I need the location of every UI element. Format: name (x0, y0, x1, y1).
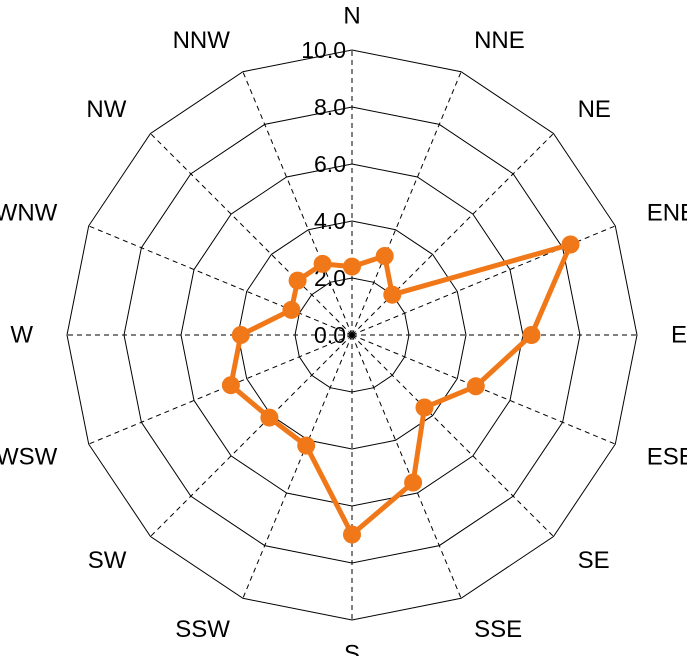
data-point (221, 376, 240, 395)
data-point (375, 247, 394, 265)
direction-label: S (344, 641, 360, 656)
radial-tick-labels: 0.02.04.06.08.010.0 (301, 37, 346, 348)
data-point (343, 257, 361, 276)
data-point (466, 377, 485, 396)
direction-label: NNE (474, 27, 525, 54)
radial-tick-label: 8.0 (314, 94, 346, 120)
data-series (221, 235, 580, 544)
data-point (383, 285, 402, 304)
direction-label: ENE (647, 199, 687, 226)
data-point (297, 436, 316, 455)
radial-tick-label: 6.0 (314, 151, 346, 177)
data-point (231, 326, 250, 344)
direction-label: N (343, 3, 360, 30)
spokes (67, 50, 637, 620)
data-point (288, 271, 307, 290)
grid-spoke (88, 334, 353, 445)
data-point (522, 326, 541, 344)
data-point (404, 473, 423, 492)
data-point (260, 408, 279, 427)
grid-spoke (242, 334, 353, 599)
grid-spoke (242, 71, 353, 336)
data-point (313, 254, 332, 273)
data-point (282, 300, 301, 319)
grid-spoke (150, 133, 353, 336)
grid-spoke (351, 133, 554, 336)
grid-spoke (351, 334, 616, 445)
direction-label: W (10, 322, 33, 349)
direction-label: SW (88, 547, 127, 574)
grid-ring (66, 49, 638, 621)
data-point (343, 525, 361, 544)
direction-labels: N NNE NE ENE E ESE SE SSE S SSW SW WSW W WNW NW NNW (0, 3, 687, 656)
direction-label: E (671, 322, 687, 349)
direction-label: NNW (173, 27, 231, 54)
grid-spoke (351, 334, 554, 537)
direction-label: WNW (0, 199, 58, 226)
data-point (561, 235, 580, 254)
grid-spoke (351, 71, 462, 336)
direction-label: ESE (647, 444, 687, 471)
grid-spoke (150, 334, 353, 537)
grid-spoke (351, 334, 462, 599)
direction-label: SE (578, 547, 610, 574)
radial-tick-label: 10.0 (301, 37, 346, 63)
direction-label: WSW (0, 444, 58, 471)
radial-tick-label: 4.0 (314, 208, 346, 234)
data-point (415, 398, 434, 417)
series-line (228, 242, 573, 537)
direction-label: NE (578, 96, 611, 123)
grid-spoke (88, 225, 353, 336)
direction-label: NW (86, 96, 126, 123)
direction-label: SSW (175, 616, 230, 643)
direction-label: SSE (474, 616, 522, 643)
radial-tick-label: 0.0 (314, 322, 346, 348)
